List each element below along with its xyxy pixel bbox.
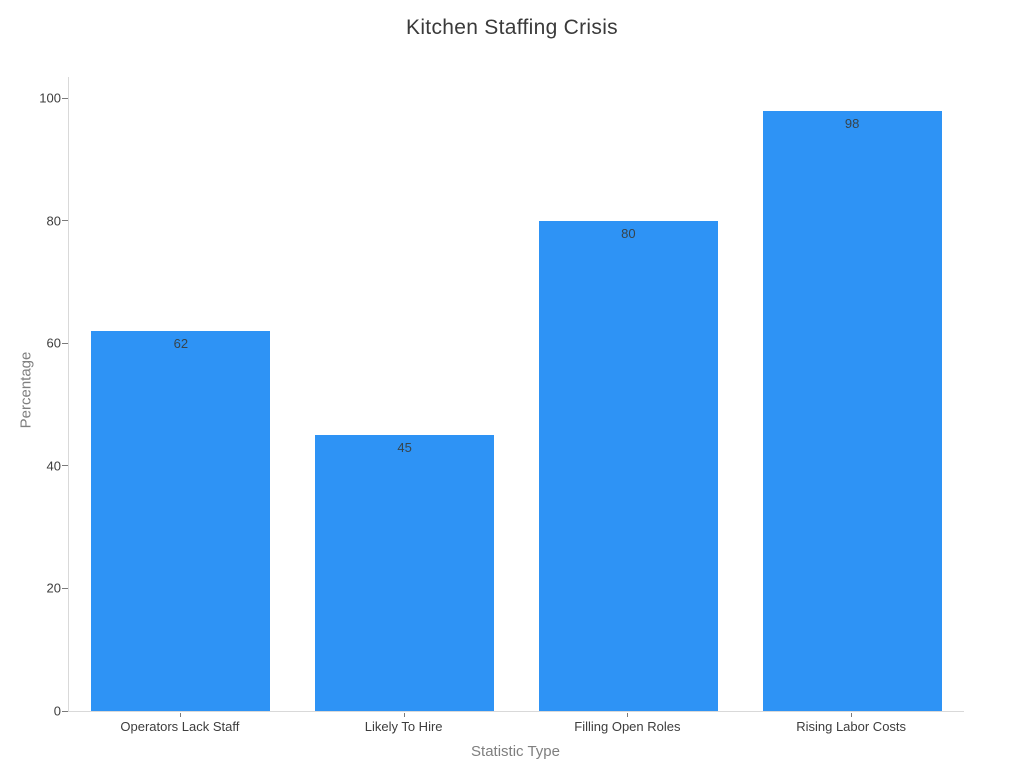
x-axis-label: Statistic Type [471, 743, 560, 760]
bar-value-label: 62 [173, 336, 189, 352]
bar: 98 [762, 110, 942, 711]
y-tick-label: 0 [53, 703, 61, 719]
chart-title: Kitchen Staffing Crisis [406, 16, 618, 39]
y-tick-label: 40 [46, 458, 61, 474]
y-tick-mark [62, 97, 68, 99]
y-tick-label: 80 [46, 213, 61, 229]
y-tick-label: 60 [46, 335, 61, 351]
y-axis-label-text: Percentage [17, 351, 35, 429]
bar-value-label: 80 [621, 225, 636, 241]
y-tick-mark [62, 220, 68, 222]
bar-value-label: 45 [397, 440, 412, 456]
y-tick-label: 20 [46, 580, 61, 596]
x-tick-label: Likely To Hire [364, 719, 443, 734]
y-tick-mark [62, 342, 68, 344]
y-tick-mark [62, 710, 68, 712]
plot-area: 0 20 40 60 80 100 62 45 80 98 [39, 77, 964, 719]
bar: 62 [91, 331, 271, 711]
bar: 80 [538, 220, 718, 711]
x-tick-mark [179, 713, 181, 717]
x-axis: Operators Lack Staff Likely To Hire Fillin… [68, 712, 963, 752]
bar-value-label: 98 [844, 115, 860, 131]
x-tick-mark [627, 713, 629, 717]
bar: 45 [315, 435, 495, 711]
y-tick-mark [62, 587, 68, 589]
x-tick-label: Rising Labor Costs [796, 719, 907, 734]
y-tick-label: 100 [39, 90, 61, 106]
x-tick-mark [403, 713, 405, 717]
x-tick-mark [851, 713, 853, 717]
y-tick-mark [62, 465, 68, 467]
x-tick-label: Operators Lack Staff [120, 719, 240, 734]
x-tick-label: Filling Open Roles [574, 719, 681, 734]
